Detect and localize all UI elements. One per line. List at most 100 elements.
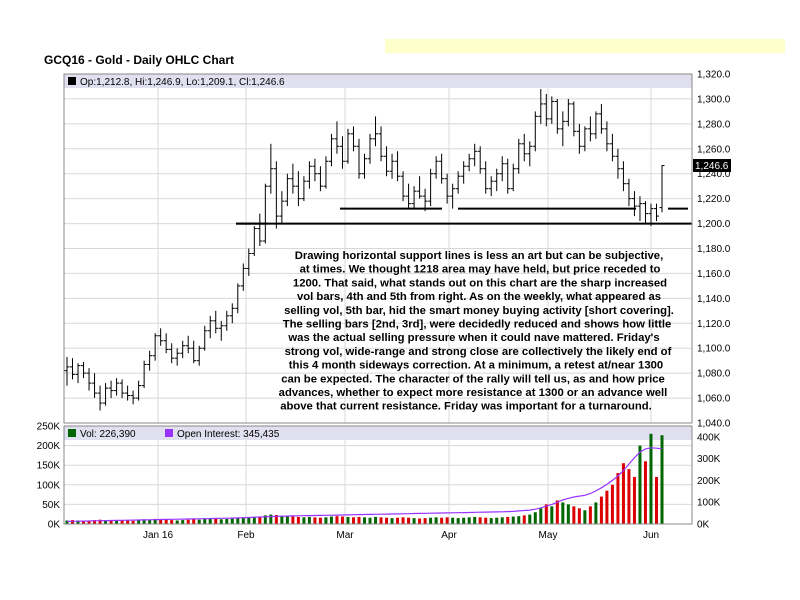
price-tick-label: 1,320.0 (697, 70, 731, 81)
volume-bar (660, 435, 664, 524)
volume-bar (638, 445, 642, 524)
price-tick-label: 1,080.0 (697, 369, 731, 380)
volume-bar (214, 518, 218, 524)
annotation-line: above that current resistance. Friday wa… (280, 401, 652, 413)
last-price-tag-box (693, 159, 731, 172)
volume-bar (192, 519, 196, 524)
volume-bar (407, 517, 411, 524)
date-tick-label: Apr (441, 530, 457, 541)
volume-bar (451, 517, 455, 524)
volume-bar (396, 517, 400, 524)
volume-bar (517, 516, 521, 524)
volume-bar (296, 516, 300, 524)
volume-bar (583, 510, 587, 524)
volume-bar (324, 517, 328, 524)
date-tick-label: May (539, 530, 558, 541)
volume-bar (594, 502, 598, 524)
volume-bar (478, 517, 482, 524)
volume-bar (566, 504, 570, 524)
annotation-line: strong vol, wide-range and strong close … (285, 346, 672, 358)
volume-bar (269, 514, 273, 524)
volume-bar (550, 506, 554, 524)
volume-bar (429, 517, 433, 524)
volume-bar (484, 517, 488, 524)
volume-bar (230, 518, 234, 524)
volume-bar (533, 512, 537, 524)
volume-bar (616, 473, 620, 524)
volume-bar (76, 520, 80, 524)
price-bars (64, 88, 665, 411)
volume-bar (148, 519, 152, 524)
price-tick-label: 1,200.0 (697, 219, 731, 230)
volume-bar (313, 517, 317, 524)
open-interest-tick-label: 400K (697, 432, 721, 443)
open-interest-axis-right: 400K 300K 200K 100K 0K (697, 432, 721, 530)
volume-tick-label: 200K (37, 441, 61, 452)
volume-bar (87, 520, 91, 524)
date-axis: Jan 16 Feb Mar Apr May Jun (143, 530, 659, 541)
open-interest-line (66, 447, 663, 522)
volume-bar (104, 520, 108, 524)
volume-bar (544, 504, 548, 524)
volume-bar (142, 519, 146, 524)
highlight-bar (385, 39, 785, 53)
volume-bar (588, 506, 592, 524)
open-interest-legend: Open Interest: 345,435 (177, 429, 280, 440)
open-interest-legend-swatch (165, 429, 173, 437)
volume-bar (351, 517, 355, 524)
volume-bar (307, 516, 311, 524)
volume-bar (170, 520, 174, 524)
volume-bar (511, 516, 515, 524)
volume-bar (131, 520, 135, 524)
volume-bar (186, 519, 190, 524)
volume-tick-label: 0K (48, 520, 61, 531)
volume-bar (390, 518, 394, 524)
volume-bar (285, 516, 289, 524)
volume-bar (197, 519, 201, 524)
price-tick-label: 1,040.0 (697, 419, 731, 430)
open-interest-tick-label: 200K (697, 476, 721, 487)
date-tick-label: Feb (237, 530, 255, 541)
volume-bar (274, 514, 278, 524)
annotation-line: 1200. That said, what stands out on this… (293, 277, 667, 289)
volume-bar (208, 518, 212, 524)
annotation-line: can be expected. The character of the ra… (281, 373, 665, 385)
volume-bar (462, 517, 466, 524)
volume-bar (340, 516, 344, 524)
volume-bar (153, 518, 157, 524)
volume-bar (120, 520, 124, 524)
volume-bar (225, 518, 229, 524)
volume-bar (610, 484, 614, 524)
volume-bar (137, 520, 141, 524)
price-tick-label: 1,060.0 (697, 394, 731, 405)
volume-bar (401, 517, 405, 524)
volume-axis-left: 250K 200K 150K 100K 50K 0K (37, 422, 61, 531)
volume-bar (115, 520, 119, 524)
volume-legend-swatch (68, 429, 76, 437)
volume-bar (241, 517, 245, 524)
volume-bar (109, 520, 113, 524)
volume-tick-label: 250K (37, 422, 61, 433)
price-tick-label: 1,100.0 (697, 344, 731, 355)
open-interest-tick-label: 100K (697, 498, 721, 509)
annotation-line: at times. We thought 1218 area may have … (300, 264, 661, 276)
volume-bar (555, 500, 559, 524)
volume-bar (423, 518, 427, 524)
volume-bar (528, 514, 532, 524)
volume-bar (203, 518, 207, 524)
volume-tick-label: 150K (37, 461, 61, 472)
volume-bar (379, 517, 383, 524)
volume-bar (506, 516, 510, 524)
volume-bar (605, 490, 609, 524)
volume-bar (627, 469, 631, 524)
date-tick-label: Mar (336, 530, 354, 541)
price-tick-label: 1,120.0 (697, 319, 731, 330)
last-price-tag: 1,246.6 (695, 161, 729, 172)
volume-bar (357, 516, 361, 524)
price-panel-frame (63, 73, 693, 424)
volume-bar (318, 517, 322, 524)
volume-bar (252, 516, 256, 524)
volume-bar (495, 517, 499, 524)
volume-bar (649, 433, 653, 524)
volume-bar (374, 516, 378, 524)
